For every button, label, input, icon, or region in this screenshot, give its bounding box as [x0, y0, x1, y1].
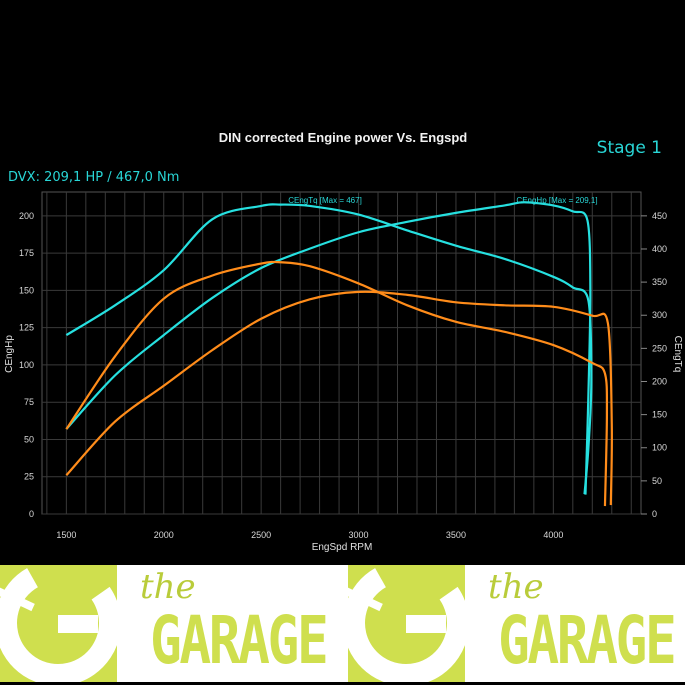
series-tuned-cengtq	[65, 203, 593, 495]
power-max-annotation: CEngHp [Max = 209,1]	[516, 196, 597, 205]
logo-the: the	[140, 567, 196, 607]
y-left-tick-label: 0	[29, 509, 34, 519]
y-right-tick-label: 450	[652, 211, 667, 221]
x-tick-label: 3500	[446, 530, 466, 540]
y-left-axis-label: CEngHp	[4, 335, 15, 373]
x-tick-label: 1500	[56, 530, 76, 540]
y-right-tick-label: 250	[652, 343, 667, 353]
summary-label: DVX: 209,1 HP / 467,0 Nm	[8, 170, 179, 185]
stage-label: Stage 1	[597, 138, 662, 158]
y-right-tick-label: 400	[652, 244, 667, 254]
dyno-chart: DIN corrected Engine power Vs. Engspd St…	[4, 130, 683, 553]
y-left-tick-label: 25	[24, 472, 34, 482]
torque-max-annotation: CEngTq [Max = 467]	[288, 196, 362, 205]
y-right-axis-label: CEngTq	[672, 336, 683, 373]
x-tick-label: 2500	[251, 530, 271, 540]
x-tick-label: 4000	[543, 530, 563, 540]
garage-logo: the GARAGE	[0, 565, 340, 682]
y-left-tick-label: 100	[19, 360, 34, 370]
garage-logo: the GARAGE	[348, 565, 685, 682]
axis-ticks: 1500 2000 2500 3000 3500 40000255075100125150…	[19, 211, 667, 540]
x-tick-label: 3000	[349, 530, 369, 540]
series-lines	[65, 201, 613, 507]
logo-the: the	[488, 567, 544, 607]
y-right-tick-label: 150	[652, 410, 667, 420]
grid	[41, 191, 642, 515]
plot-frame	[41, 191, 642, 515]
x-axis-label: EngSpd RPM	[312, 542, 373, 553]
logo-garage: GARAGE	[150, 602, 329, 679]
y-right-tick-label: 50	[652, 476, 662, 486]
y-right-tick-label: 100	[652, 443, 667, 453]
y-right-tick-label: 350	[652, 277, 667, 287]
y-right-tick-label: 0	[652, 509, 657, 519]
series-stock-cenghp	[65, 290, 613, 506]
y-left-tick-label: 75	[24, 397, 34, 407]
g-wrench-icon	[348, 565, 465, 682]
y-right-tick-label: 300	[652, 310, 667, 320]
g-wrench-icon	[0, 565, 117, 682]
chart-title: DIN corrected Engine power Vs. Engspd	[219, 130, 468, 145]
series-tuned-cenghp	[65, 201, 592, 495]
x-tick-label: 2000	[154, 530, 174, 540]
y-right-tick-label: 200	[652, 376, 667, 386]
y-left-tick-label: 50	[24, 434, 34, 444]
logo-garage: GARAGE	[498, 602, 677, 679]
brand-banner: the GARAGE the GARAGE	[0, 565, 685, 682]
series-stock-cengtq	[65, 260, 609, 507]
y-left-tick-label: 175	[19, 248, 34, 258]
y-left-tick-label: 150	[19, 285, 34, 295]
y-left-tick-label: 200	[19, 211, 34, 221]
y-left-tick-label: 125	[19, 323, 34, 333]
